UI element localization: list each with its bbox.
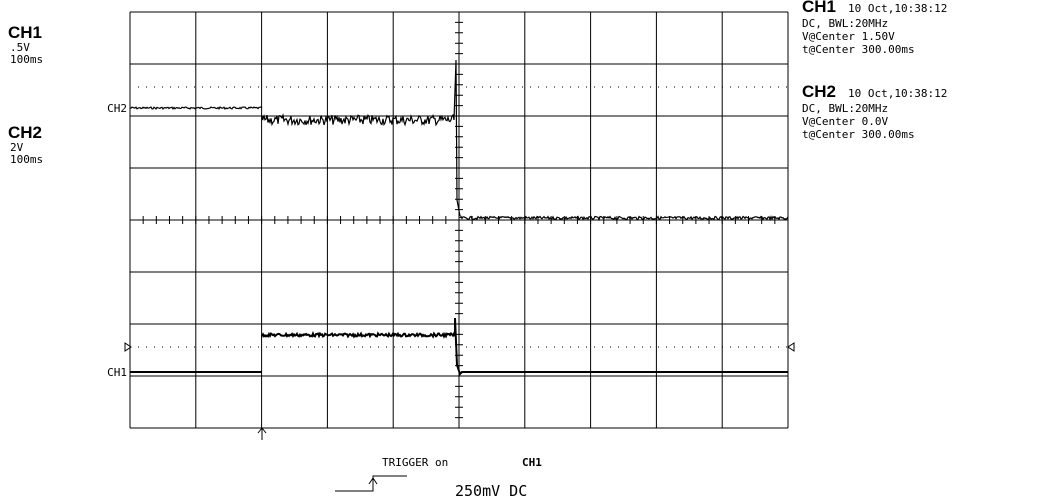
trigger-text: TRIGGER on — [382, 456, 448, 469]
info-channel: CH1 — [802, 0, 836, 16]
ch2-label: CH2 — [8, 123, 42, 142]
ch1-trace — [130, 317, 788, 376]
trigger-marker — [257, 427, 267, 440]
dotted-rows — [138, 86, 787, 348]
trigger-level: 250mV DC — [455, 482, 527, 500]
ch2-scale: 2V — [10, 141, 24, 154]
trigger-slope-icon — [335, 475, 407, 492]
info-tcenter: t@Center 300.00ms — [802, 43, 915, 56]
trace-label: CH2 — [107, 102, 127, 115]
trace-label: CH1 — [107, 366, 127, 379]
info-ch2: CH2 10 Oct,10:38:12 DC, BWL:20MHz V@Cent… — [802, 82, 947, 141]
traces — [129, 59, 789, 376]
axis-ticks — [129, 11, 789, 429]
trigger-channel: CH1 — [522, 456, 542, 469]
ch1-label: CH1 — [8, 23, 42, 42]
ch2-timebase: 100ms — [10, 153, 43, 166]
info-timestamp: 10 Oct,10:38:12 — [848, 2, 947, 15]
info-timestamp: 10 Oct,10:38:12 — [848, 87, 947, 100]
info-coupling: DC, BWL:20MHz — [802, 102, 888, 115]
info-coupling: DC, BWL:20MHz — [802, 17, 888, 30]
graticule — [129, 11, 789, 429]
info-vcenter: V@Center 0.0V — [802, 115, 888, 128]
ch1-timebase: 100ms — [10, 53, 43, 66]
info-channel: CH2 — [802, 82, 836, 101]
info-tcenter: t@Center 300.00ms — [802, 128, 915, 141]
info-vcenter: V@Center 1.50V — [802, 30, 895, 43]
info-ch1: CH1 10 Oct,10:38:12 DC, BWL:20MHz V@Cent… — [802, 0, 947, 56]
ch1-scale: .5V — [10, 41, 30, 54]
ch2-trace — [129, 59, 789, 222]
level-markers — [124, 342, 795, 352]
